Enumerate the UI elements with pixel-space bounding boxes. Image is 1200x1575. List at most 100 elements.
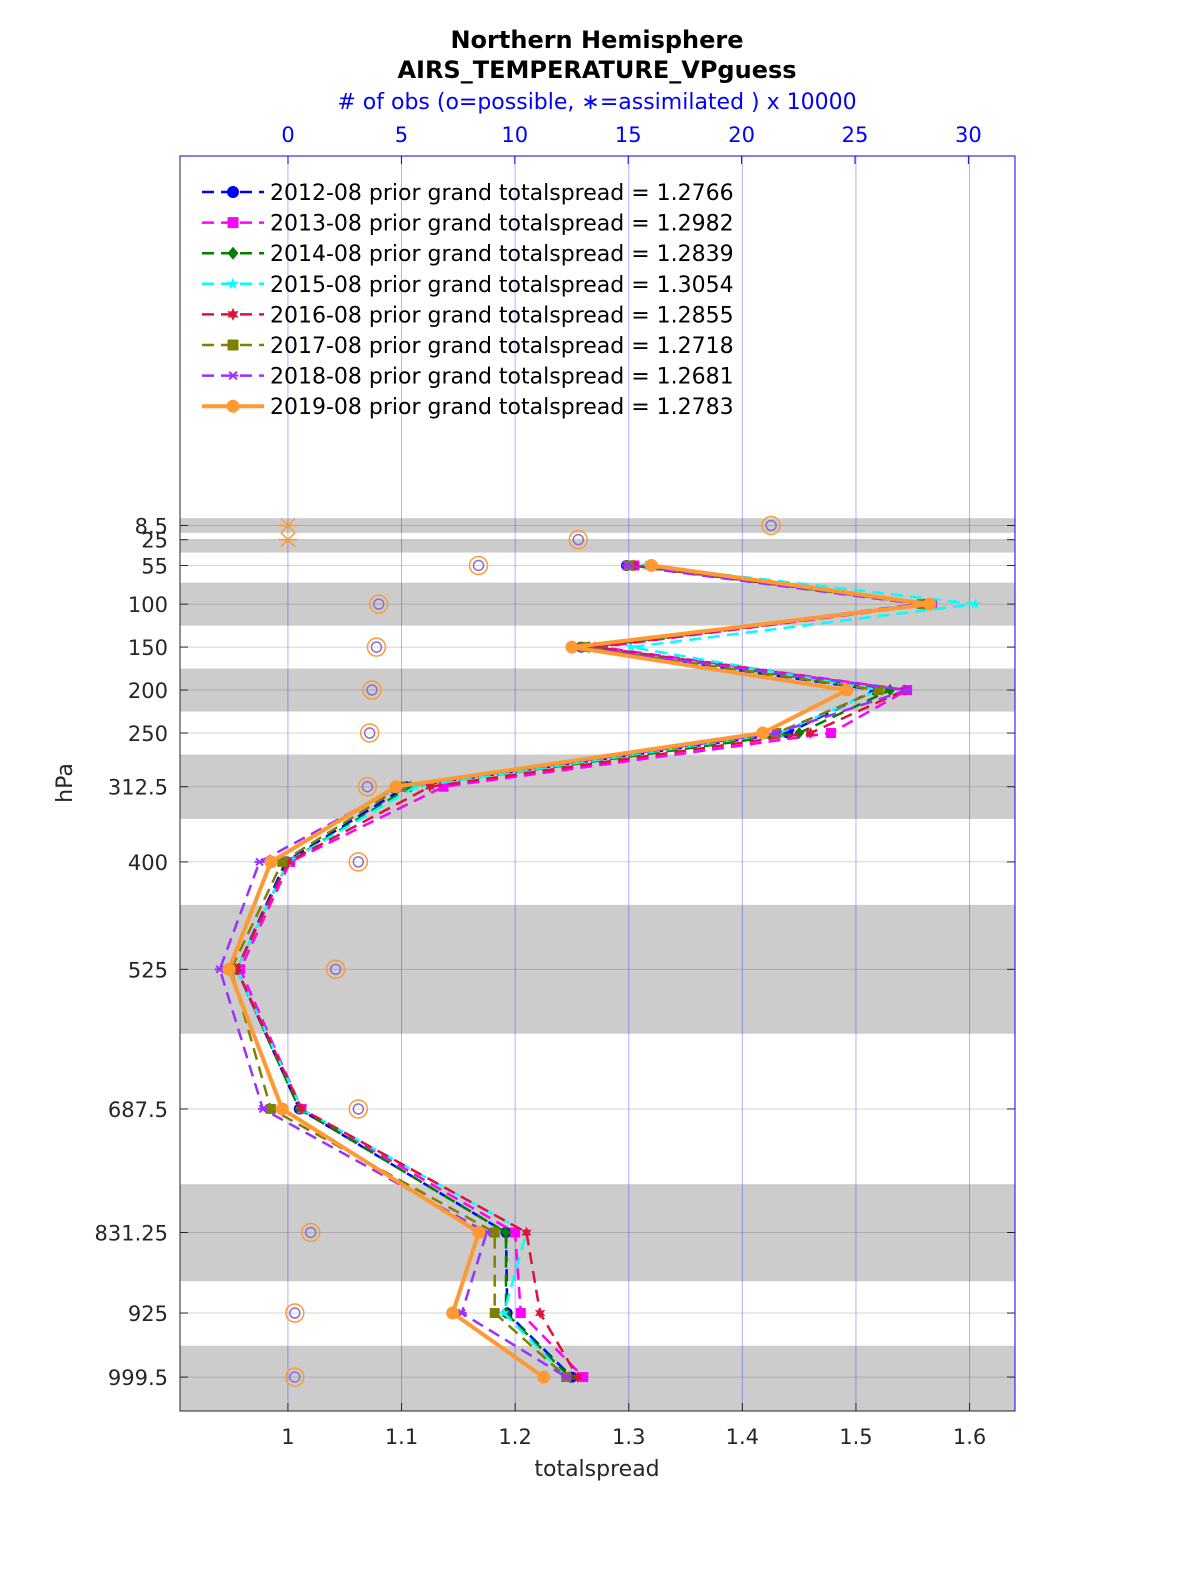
legend-item: 2012-08 prior grand totalspread = 1.2766 (202, 181, 734, 206)
y-tick-label: 400 (128, 851, 168, 875)
data-point (227, 371, 239, 381)
y-tick-label: 525 (128, 958, 168, 982)
obs-possible-inner (765, 519, 777, 532)
obs-possible-inner (329, 963, 342, 976)
data-point (226, 277, 240, 290)
x-tick-label: 1.2 (498, 1425, 531, 1449)
data-point (537, 1370, 551, 1384)
legend-label: 2014-08 prior grand totalspread = 1.2839 (270, 242, 734, 267)
data-point (969, 598, 981, 609)
chart-subtitle: AIRS_TEMPERATURE_VPguess (397, 56, 796, 84)
top-tick-label: 20 (728, 123, 755, 147)
asterisk-stroke (622, 561, 631, 570)
data-point (923, 597, 937, 611)
data-point (264, 855, 278, 869)
obs-possible-inner (366, 684, 378, 696)
obs-possible-inner (352, 1103, 365, 1115)
data-point (561, 1372, 572, 1382)
obs-possible-marker (366, 637, 387, 657)
layer-band (180, 582, 1015, 626)
x-tick-label: 1.4 (726, 1425, 759, 1449)
top-tick-label: 15 (615, 123, 642, 147)
data-point (756, 726, 770, 740)
layer-band (180, 539, 1015, 553)
y-tick-label: 312.5 (108, 776, 168, 800)
layer-band (180, 904, 1015, 1034)
data-point (472, 1225, 486, 1239)
obs-assimilated-marker (278, 517, 298, 534)
legend-label: 2012-08 prior grand totalspread = 1.2766 (270, 181, 734, 206)
y-tick-label: 687.5 (108, 1098, 168, 1122)
data-point (515, 1308, 526, 1319)
x-tick-label: 1.3 (612, 1425, 645, 1449)
data-point (424, 780, 436, 793)
data-point (275, 1102, 289, 1116)
data-point (521, 1226, 532, 1239)
layer-band (180, 754, 1015, 819)
obs-possible-inner (572, 533, 585, 546)
legend-item: 2016-08 prior grand totalspread = 1.2855 (202, 303, 734, 328)
data-point (498, 1307, 510, 1318)
obs-possible-inner (370, 641, 383, 653)
obs-possible-marker (362, 680, 382, 700)
data-point (227, 246, 239, 260)
legend-item: 2014-08 prior grand totalspread = 1.2839 (202, 242, 734, 267)
x-axis-label: totalspread (534, 1457, 659, 1482)
obs-possible-inner (363, 727, 376, 739)
legend-item: 2017-08 prior grand totalspread = 1.2718 (202, 334, 734, 359)
y-tick-label: 150 (128, 636, 168, 660)
data-point (644, 558, 658, 572)
top-tick-label: 30 (955, 123, 982, 147)
data-point (501, 1226, 512, 1239)
top-axis-label: # of obs (o=possible, ∗=assimilated ) x … (337, 90, 856, 115)
obs-possible-marker (348, 1099, 369, 1119)
data-point (771, 728, 782, 738)
data-point (222, 962, 236, 976)
axis-ticks: 1 1.1 1.2 1.3 1.4 1.5 1.60 5 10 15 20 25 308.5255510… (95, 123, 1015, 1449)
top-tick-label: 10 (501, 123, 528, 147)
data-point (572, 1371, 583, 1384)
obs-markers (278, 515, 781, 1387)
data-point (578, 1372, 589, 1383)
data-point (510, 1227, 521, 1238)
obs-possible-marker (285, 1303, 305, 1323)
x-tick-label: 1.6 (953, 1425, 986, 1449)
data-point (902, 685, 913, 695)
data-point (296, 1103, 307, 1115)
legend-item: 2015-08 prior grand totalspread = 1.3054 (202, 273, 734, 298)
y-tick-label: 55 (141, 554, 168, 578)
obs-possible-inner (472, 559, 485, 572)
asterisk-stroke (228, 371, 238, 381)
y-tick-label: 831.25 (95, 1221, 168, 1245)
data-point (231, 963, 242, 976)
data-point (227, 307, 239, 321)
data-point (825, 728, 836, 739)
data-point (226, 399, 240, 413)
obs-possible-inner (289, 1371, 301, 1383)
data-point (589, 641, 600, 654)
series-line (235, 564, 976, 1378)
legend-label: 2019-08 prior grand totalspread = 1.2783 (270, 395, 734, 420)
data-point (621, 561, 632, 570)
obs-possible-marker (300, 1222, 321, 1243)
asterisk-stroke (280, 532, 296, 548)
series-8 (222, 558, 937, 1384)
data-point (257, 1104, 268, 1114)
asterisk-stroke (902, 685, 912, 695)
data-point (840, 683, 854, 697)
series-line (235, 564, 930, 1378)
obs-possible-inner (304, 1226, 317, 1239)
asterisk-stroke (215, 965, 224, 974)
asterisk-stroke (562, 1372, 571, 1382)
x-tick-label: 1.1 (385, 1425, 418, 1449)
y-tick-label: 999.5 (108, 1366, 168, 1390)
top-tick-label: 0 (281, 123, 294, 147)
data-point (534, 1307, 546, 1319)
data-point (625, 641, 637, 652)
asterisk-stroke (280, 517, 296, 534)
data-point (873, 685, 884, 696)
legend-label: 2013-08 prior grand totalspread = 1.2982 (270, 212, 734, 237)
y-axis-label: hPa (53, 763, 78, 803)
series-line (226, 563, 931, 1379)
